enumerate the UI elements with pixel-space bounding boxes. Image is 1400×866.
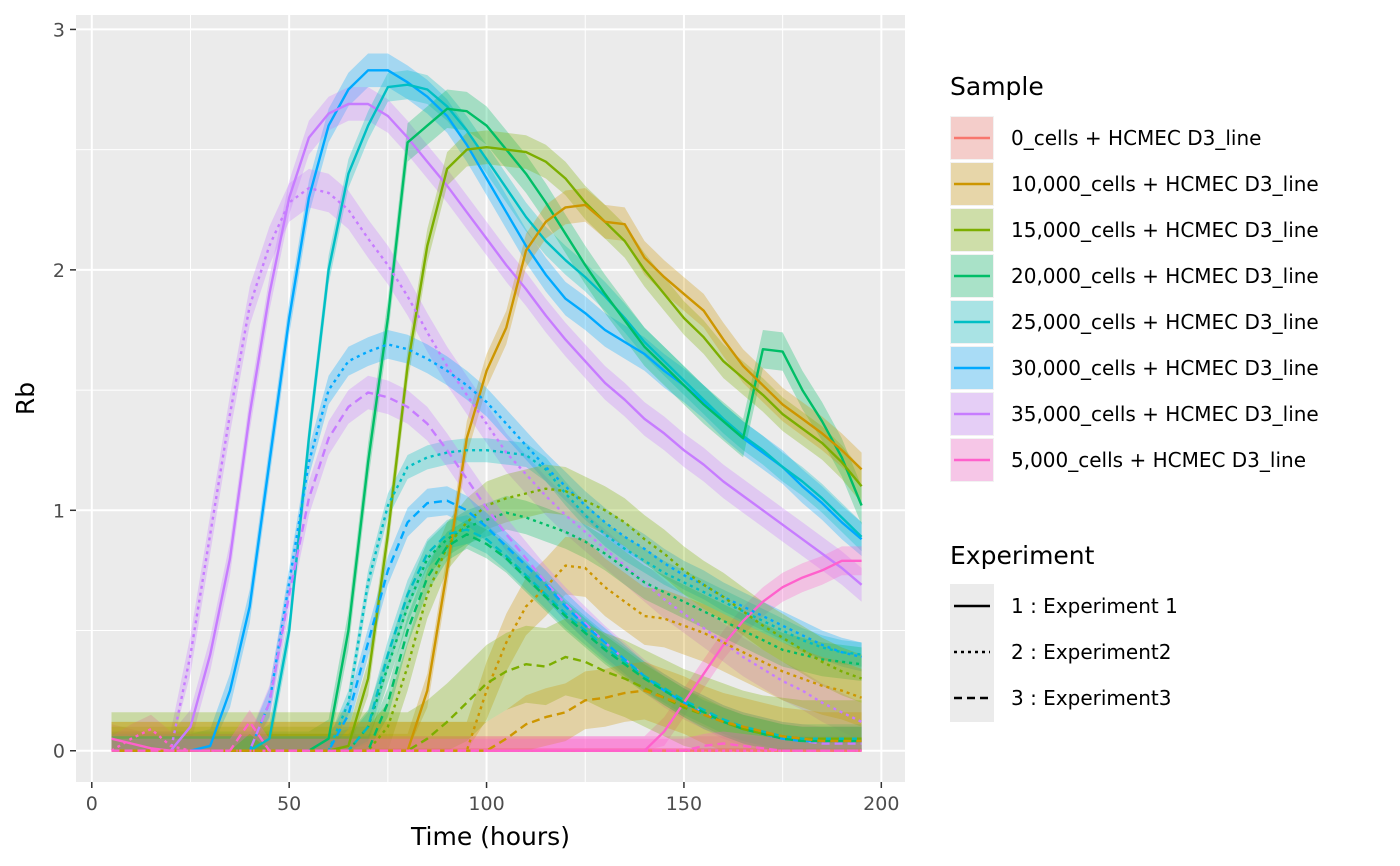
legend-experiment-label: 3 : Experiment3: [1011, 686, 1171, 710]
series-line-s25-exp2: [111, 449, 862, 752]
ribbon-s5-exp3: [111, 709, 862, 751]
legend-sample-label: 15,000_cells + HCMEC D3_line: [1011, 218, 1319, 242]
legend-sample-label: 5,000_cells + HCMEC D3_line: [1011, 448, 1306, 472]
series-line-s5-exp3: [111, 720, 862, 752]
series-line-s20-exp2: [111, 511, 862, 752]
series-line-s10-exp1: [111, 203, 863, 752]
series-line-s15-exp1: [111, 145, 863, 752]
ribbon-s35-exp2: [111, 168, 862, 751]
series-line-s35-exp2: [111, 186, 863, 752]
ribbon-s5-exp1: [111, 546, 862, 751]
series-layer: [110, 69, 863, 752]
legend-experiment-label: 1 : Experiment 1: [1011, 594, 1178, 618]
legend-sample-label: 10,000_cells + HCMEC D3_line: [1011, 172, 1319, 196]
series-line-s35-exp1: [111, 102, 863, 752]
series-line-s35-exp3: [111, 391, 862, 752]
ribbon-s10-exp2: [111, 536, 862, 751]
series-line-s25-exp1: [111, 83, 863, 752]
ribbon-s25-exp2: [111, 438, 862, 751]
series-line-s15-exp2: [111, 487, 863, 752]
series-line-s30-exp1: [111, 69, 863, 752]
ribbon-s5-exp2: [111, 714, 862, 751]
ribbon-s30-exp3: [111, 486, 862, 751]
ribbon-s30-exp1: [111, 53, 862, 751]
axes: 0 50 100 150 200 0 1 2 3: [53, 19, 900, 815]
ribbon-s30-exp2: [111, 330, 862, 751]
y-tick-label: 0: [53, 741, 65, 763]
legend-experiment-title: Experiment: [950, 541, 1095, 570]
legend-sample-label: 0_cells + HCMEC D3_line: [1011, 126, 1261, 150]
x-tick-label: 100: [468, 793, 504, 815]
x-tick-label: 150: [666, 793, 702, 815]
ribbon-s10-exp3: [111, 661, 862, 751]
ribbon-s20-exp1: [111, 89, 862, 751]
x-tick-label: 0: [86, 793, 98, 815]
series-line-s30-exp2: [111, 343, 862, 752]
legend-sample-label: 20,000_cells + HCMEC D3_line: [1011, 264, 1319, 288]
ribbon-s20-exp2: [111, 495, 862, 751]
legend-sample-title: Sample: [950, 72, 1044, 101]
series-line-s10-exp2: [111, 564, 863, 752]
grid-major: [76, 15, 905, 782]
x-tick-label: 50: [277, 793, 301, 815]
x-tick-label: 200: [863, 793, 899, 815]
series-line-s20-exp3: [111, 533, 862, 752]
y-axis-title: Rb: [11, 382, 40, 415]
x-axis-title: Time (hours): [410, 822, 570, 851]
y-tick-label: 3: [53, 19, 65, 41]
ribbon-s25-exp3: [111, 515, 862, 751]
legend-experiment-label: 2 : Experiment2: [1011, 640, 1171, 664]
legend-sample-label: 30,000_cells + HCMEC D3_line: [1011, 356, 1319, 380]
series-line-s20-exp1: [111, 107, 863, 752]
series-line-s10-exp3: [111, 689, 862, 752]
ribbon-s15-exp2: [111, 464, 862, 751]
y-tick-label: 2: [53, 260, 65, 282]
legend-experiment: Experiment 1 : Experiment 1 2 : Experiment…: [950, 541, 1178, 722]
ribbon-s20-exp3: [111, 519, 862, 751]
legend-sample-label: 35,000_cells + HCMEC D3_line: [1011, 402, 1319, 426]
legend-sample-label: 25,000_cells + HCMEC D3_line: [1011, 310, 1319, 334]
legend-sample: Sample 0_cells + HCMEC D3_line 10,000_cell…: [950, 72, 1319, 482]
y-tick-label: 1: [53, 500, 65, 522]
